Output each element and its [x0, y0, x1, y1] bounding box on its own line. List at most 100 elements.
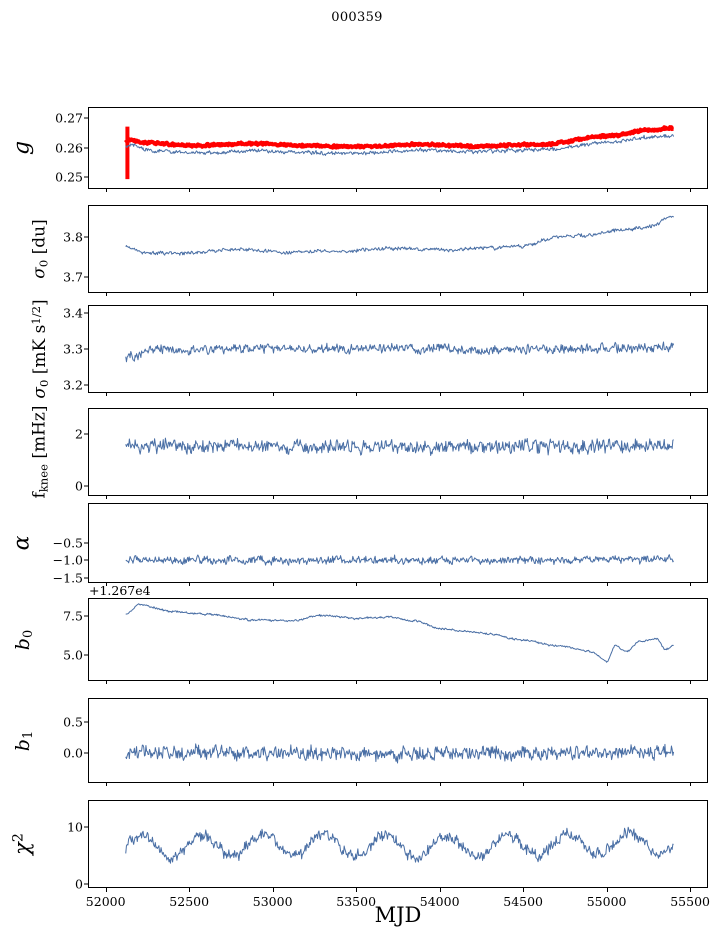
- x-tick-mark-sigma0_du-7: [690, 292, 692, 296]
- y-tick-label-sigma0_du-0: 3.7: [63, 269, 83, 285]
- trace-alpha: [89, 504, 707, 582]
- x-tick-mark-b1-0: [105, 782, 107, 786]
- y-tick-mark-chi2-1: [84, 826, 89, 828]
- y-axis-label-g: g: [9, 140, 35, 156]
- series-g-blue: [126, 134, 674, 155]
- x-tick-label-4: 54000: [419, 894, 460, 909]
- x-tick-label-7: 55500: [670, 894, 710, 909]
- y-tick-mark-f_knee-1: [84, 433, 89, 435]
- y-tick-mark-sigma0_du-0: [84, 276, 89, 278]
- x-tick-mark-g-2: [272, 188, 274, 192]
- x-tick-mark-b0-1: [189, 680, 191, 684]
- y-axis-label-b0: b0: [11, 629, 37, 650]
- y-tick-label-g-0: 0.25: [55, 169, 83, 185]
- x-axis-label: MJD: [374, 903, 422, 927]
- x-tick-mark-alpha-4: [439, 582, 441, 586]
- x-tick-mark-g-7: [690, 188, 692, 192]
- y-tick-mark-alpha-2: [84, 542, 89, 544]
- panel-g: 0.25 0.26 0.27: [55, 107, 708, 192]
- x-tick-mark-b0-3: [356, 680, 358, 684]
- x-tick-mark-f_knee-7: [690, 495, 692, 499]
- x-tick-mark-b1-2: [272, 782, 274, 786]
- x-tick-mark-g-1: [189, 188, 191, 192]
- trace-f_knee: [89, 409, 707, 495]
- trace-chi2: [89, 801, 707, 887]
- x-tick-mark-f_knee-6: [606, 495, 608, 499]
- x-tick-mark-chi2-4: [439, 887, 441, 892]
- y-tick-label-b0-1: 7.5: [63, 608, 83, 624]
- x-tick-mark-g-0: [105, 188, 107, 192]
- y-axis-label-sigma0_du: σ0 [du]: [29, 219, 51, 279]
- x-tick-mark-g-6: [606, 188, 608, 192]
- offset-text-b0: +1.267e4: [89, 583, 151, 598]
- series-sigma0-du: [126, 216, 674, 255]
- x-tick-mark-b0-4: [439, 680, 441, 684]
- x-tick-mark-b1-6: [606, 782, 608, 786]
- series-b0: [126, 604, 674, 662]
- x-tick-label-5: 54500: [503, 894, 544, 909]
- y-tick-label-sigma0_du-1: 3.8: [63, 229, 83, 245]
- x-tick-mark-b0-6: [606, 680, 608, 684]
- figure-title: 000359: [331, 10, 383, 25]
- y-tick-label-g-2: 0.27: [55, 110, 83, 126]
- y-axis-label-chi2: χ2: [10, 833, 34, 855]
- x-tick-mark-b1-4: [439, 782, 441, 786]
- y-tick-mark-g-1: [84, 147, 89, 149]
- x-tick-mark-g-5: [523, 188, 525, 192]
- x-tick-label-0: 52000: [85, 894, 126, 909]
- y-axis-label-f_knee: fknee [mHz]: [29, 405, 51, 499]
- x-tick-mark-chi2-0: [105, 887, 107, 892]
- y-tick-label-f_knee-0: 0: [75, 478, 83, 494]
- x-tick-mark-sigma0_mk-4: [439, 392, 441, 396]
- y-tick-label-sigma0_mk-2: 3.4: [63, 305, 83, 321]
- panel-sigma0_du: 3.7 3.8: [63, 205, 708, 296]
- y-axis-label-b1: b1: [11, 730, 37, 751]
- trace-g: [89, 108, 707, 188]
- y-tick-mark-b1-0: [84, 752, 89, 754]
- x-tick-label-1: 52500: [169, 894, 210, 909]
- x-tick-mark-sigma0_mk-5: [523, 392, 525, 396]
- panel-b1: 0.0 0.5: [63, 698, 708, 786]
- x-tick-mark-sigma0_mk-6: [606, 392, 608, 396]
- y-tick-mark-b0-1: [84, 615, 89, 617]
- x-tick-mark-b1-7: [690, 782, 692, 786]
- series-b1: [126, 744, 674, 763]
- panel-chi2: 0 10 52000 52500 53000 53500 54000 54500 55000 55…: [67, 800, 710, 909]
- y-tick-mark-g-0: [84, 176, 89, 178]
- x-tick-mark-alpha-7: [690, 582, 692, 586]
- y-tick-label-chi2-1: 10: [67, 819, 83, 835]
- y-tick-label-alpha-1: −1.0: [52, 552, 83, 568]
- x-tick-mark-f_knee-0: [105, 495, 107, 499]
- panel-sigma0_mk: 3.2 3.3 3.4: [63, 305, 708, 396]
- x-tick-mark-f_knee-5: [523, 495, 525, 499]
- x-tick-mark-alpha-5: [523, 582, 525, 586]
- y-tick-mark-b1-1: [84, 721, 89, 723]
- x-tick-mark-g-3: [356, 188, 358, 192]
- x-tick-label-3: 53500: [336, 894, 377, 909]
- trace-sigma0_du: [89, 206, 707, 292]
- y-axis-label-sigma0_mk: σ0 [mK s1/2]: [28, 299, 52, 399]
- x-tick-mark-chi2-6: [606, 887, 608, 892]
- y-tick-mark-g-2: [84, 117, 89, 119]
- x-tick-mark-chi2-1: [189, 887, 191, 892]
- x-tick-mark-sigma0_mk-3: [356, 392, 358, 396]
- y-tick-mark-sigma0_mk-1: [84, 348, 89, 350]
- x-tick-mark-sigma0_du-2: [272, 292, 274, 296]
- y-tick-label-b0-0: 5.0: [63, 647, 83, 663]
- x-tick-mark-b1-5: [523, 782, 525, 786]
- x-tick-label-6: 55000: [586, 894, 627, 909]
- x-tick-mark-sigma0_mk-1: [189, 392, 191, 396]
- x-tick-mark-f_knee-2: [272, 495, 274, 499]
- x-tick-mark-b0-2: [272, 680, 274, 684]
- trace-b0: [89, 599, 707, 680]
- x-tick-mark-b0-7: [690, 680, 692, 684]
- y-tick-label-b1-0: 0.0: [63, 745, 83, 761]
- x-tick-mark-sigma0_mk-0: [105, 392, 107, 396]
- y-tick-label-sigma0_mk-0: 3.2: [63, 377, 83, 393]
- x-tick-label-2: 53000: [252, 894, 293, 909]
- x-tick-mark-alpha-3: [356, 582, 358, 586]
- x-tick-mark-f_knee-4: [439, 495, 441, 499]
- x-tick-mark-chi2-3: [356, 887, 358, 892]
- x-tick-mark-sigma0_mk-7: [690, 392, 692, 396]
